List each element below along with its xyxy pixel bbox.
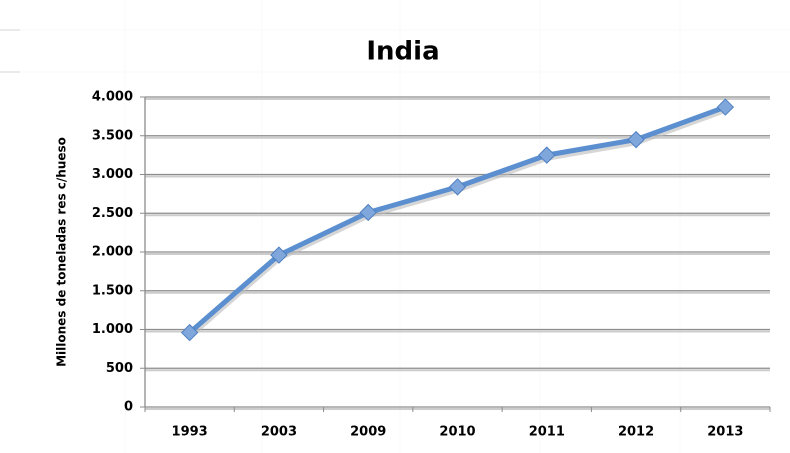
marker <box>627 130 645 149</box>
y-axis-label: Millones de toneladas res c/hueso <box>55 137 69 367</box>
marker <box>180 323 199 342</box>
y-tick-label: 3.000 <box>92 167 133 182</box>
x-tick-label: 1993 <box>172 425 208 440</box>
y-tick-label: 4.000 <box>92 90 133 105</box>
x-tick-label: 2013 <box>707 425 743 440</box>
marker <box>270 246 288 264</box>
y-tick-label: 0 <box>124 400 133 415</box>
y-tick-label: 1.000 <box>92 322 133 337</box>
marker <box>448 178 467 196</box>
marker <box>359 203 377 222</box>
chart-title: India <box>366 37 439 67</box>
y-tick-label: 3.500 <box>92 128 133 143</box>
y-tick-label: 2.500 <box>92 206 133 221</box>
marker <box>716 98 735 116</box>
x-tick-label: 2003 <box>261 425 297 440</box>
y-tick-label: 1.500 <box>92 283 133 298</box>
x-tick-label: 2011 <box>529 425 565 440</box>
y-tick-label: 2.000 <box>92 245 133 260</box>
x-tick-label: 2012 <box>618 425 654 440</box>
x-tick-label: 2009 <box>350 425 386 440</box>
x-tick-label: 2010 <box>439 425 475 440</box>
marker <box>538 146 556 164</box>
chart-area <box>20 0 790 453</box>
y-tick-label: 500 <box>106 361 133 376</box>
